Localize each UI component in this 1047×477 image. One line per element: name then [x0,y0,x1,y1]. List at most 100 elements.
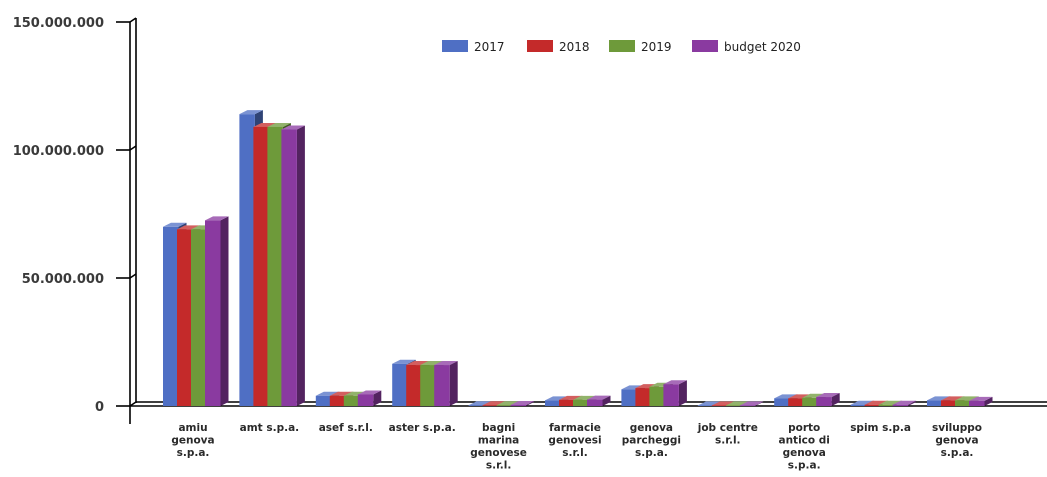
bar-top [434,361,458,366]
bar-side [678,380,687,406]
bar-front [711,405,728,406]
bar-front [163,226,179,406]
bar-front [850,404,867,406]
bar-top [482,401,507,406]
bar-budget-2020-3 [434,361,458,406]
bar-top [969,396,993,401]
bar-top [573,395,597,400]
bar-front [191,229,207,406]
y-tick-label: 150.000.000 [13,16,104,31]
bar-front [788,398,804,406]
category-label: s.p.a. [788,460,821,472]
bar-front [892,404,909,406]
bar-side [220,216,229,406]
category-label: parcheggi [622,435,681,447]
legend-item-2017: 2017 [442,40,505,54]
bar-front [864,404,881,406]
category-label: farmacie [549,422,601,434]
bar-front [559,399,575,406]
bar-top [927,396,951,401]
labels-group: 050.000.000100.000.000150.000.000amiugen… [13,16,982,472]
category-label: amt s.p.a. [240,422,300,434]
bar-front [392,363,408,406]
bar-top [468,401,493,406]
bar-side [984,396,993,406]
legend-item-2019: 2019 [609,40,672,54]
bar-top [739,401,764,406]
bar-side [755,401,764,406]
bar-side [831,393,840,406]
bar-front [941,400,957,406]
bar-top [788,394,812,399]
category-label: genova [783,447,826,459]
bar-front [239,114,255,406]
bar-side [602,395,611,406]
bar-front [253,126,269,407]
bar-top [392,359,416,364]
y-tick-depth [129,17,137,23]
bar-front [329,395,346,406]
category-label: genovese [470,447,527,459]
bar-top [281,125,305,130]
bar-front [955,400,971,406]
bar-top [163,222,187,227]
bar-front [496,405,513,406]
bar-top [496,401,521,406]
bar-top [802,393,826,398]
bar-front [205,220,221,406]
bar-front [420,365,436,406]
category-label: s.r.l. [715,435,741,447]
bar-budget-2020-9 [892,400,917,406]
bar-front [267,126,283,407]
legend-swatch [442,40,468,52]
bar-front [649,386,665,406]
y-tick-label: 100.000.000 [13,144,104,159]
bar-top [177,225,201,230]
bar-budget-2020-0 [205,216,229,406]
bar-top [774,394,798,399]
category-label: porto [788,422,820,434]
legend-label: 2017 [474,40,505,54]
category-label: job centre [697,422,758,434]
category-label: antico di [779,435,830,447]
bar-front [878,404,895,406]
bar-front [177,229,193,406]
bar-top [420,361,444,366]
bar-front [927,400,943,406]
legend-label: 2018 [559,40,590,54]
bar-budget-2020-2 [357,390,382,406]
bar-top [510,400,535,405]
legend-label: 2019 [641,40,672,54]
bar-front [281,129,297,406]
bar-budget-2020-7 [739,401,764,406]
bar-top [205,216,229,221]
legend-swatch [609,40,635,52]
bar-top [267,122,291,127]
legend-label: budget 2020 [724,40,801,54]
bar-front [697,405,714,406]
bar-front [725,405,742,406]
bar-side [296,125,305,407]
bar-top [545,396,569,401]
bar-front [545,400,561,406]
bar-front [635,388,651,406]
category-label: genova [630,422,673,434]
category-label: sviluppo [932,422,982,434]
legend-swatch [527,40,553,52]
bar-side [526,400,535,406]
category-label: s.r.l. [562,447,588,459]
category-label: spim s.p.a [850,422,911,434]
category-label: s.p.a. [635,447,668,459]
bar-front [406,365,422,406]
bar-top [559,395,583,400]
bar-front [587,399,603,406]
bar-front [357,394,374,406]
bar-top [357,390,382,395]
category-label: amiu [178,422,207,434]
y-tick-label: 0 [95,400,104,415]
category-label: genova [935,435,978,447]
bar-top [329,391,354,396]
bar-top [955,396,979,401]
bar-side [449,361,458,406]
legend-item-budget-2020: budget 2020 [692,40,801,54]
